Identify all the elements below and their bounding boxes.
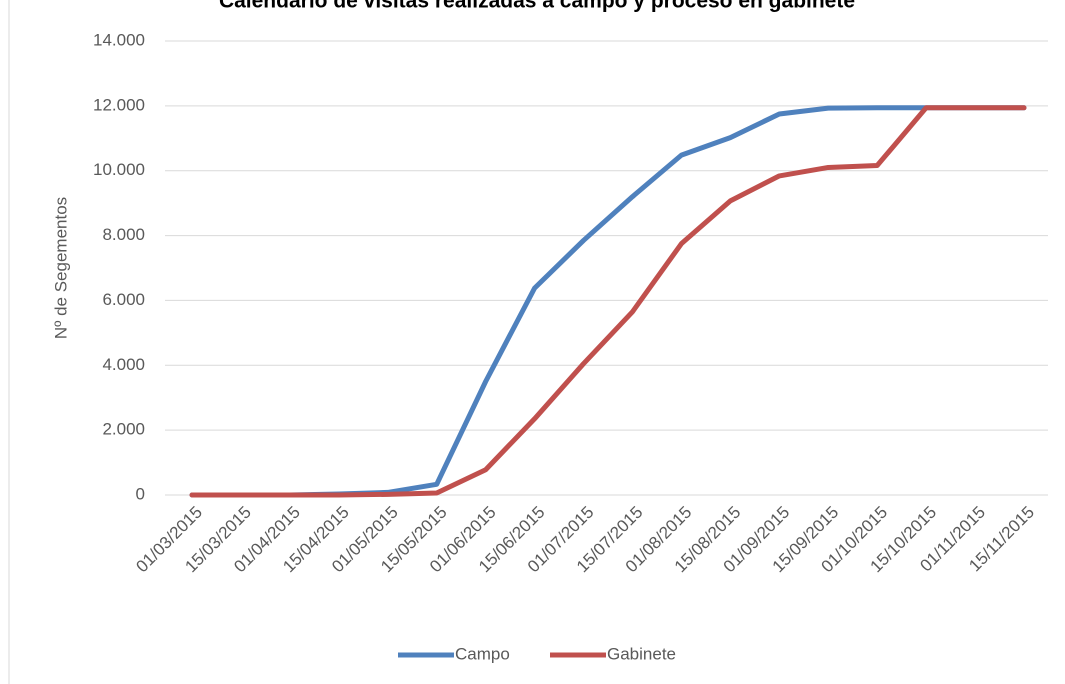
y-tick-label: 4.000 xyxy=(102,355,145,374)
y-axis-label: Nº de Segementos xyxy=(51,197,70,339)
y-tick-label: 12.000 xyxy=(93,95,145,114)
chart-title: Calendario de visitas realizadas a campo… xyxy=(219,0,855,13)
y-tick-label: 10.000 xyxy=(93,160,145,179)
y-tick-label: 6.000 xyxy=(102,290,145,309)
legend-label: Gabinete xyxy=(607,644,676,663)
legend-label: Campo xyxy=(455,644,510,663)
y-tick-label: 14.000 xyxy=(93,30,145,49)
y-tick-label: 8.000 xyxy=(102,225,145,244)
series-line xyxy=(189,105,1027,498)
y-tick-label: 0 xyxy=(136,484,145,503)
series-line xyxy=(189,105,1027,498)
y-tick-label: 2.000 xyxy=(102,420,145,439)
chart-border xyxy=(8,0,10,684)
